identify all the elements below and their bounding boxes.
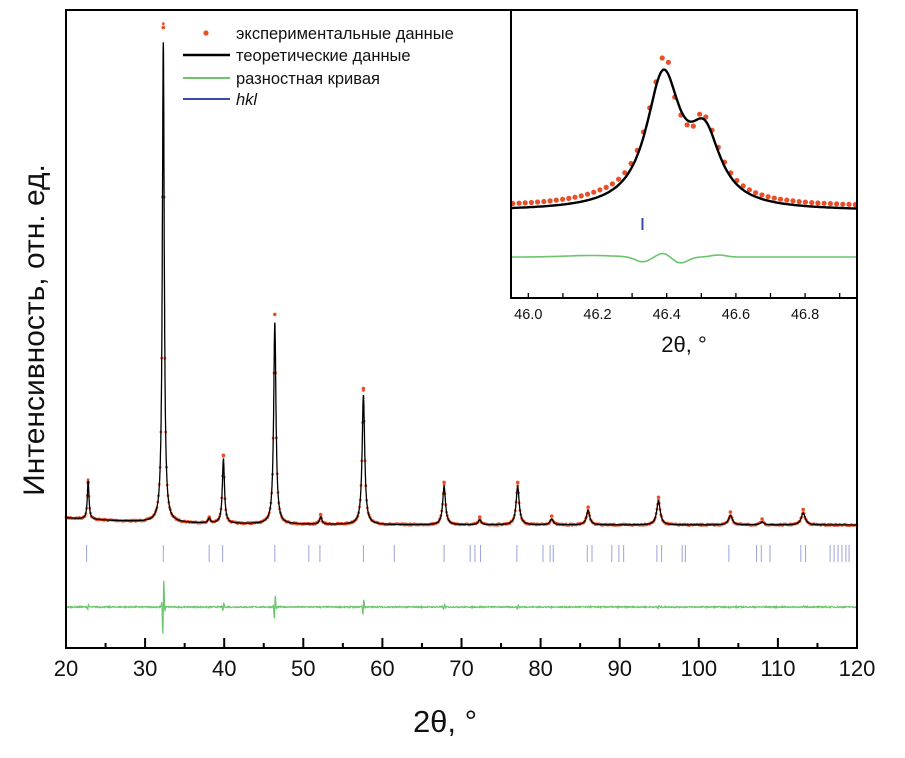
inset-x-tick-label: 46.8: [791, 307, 819, 323]
main-x-axis: 20 30 40 50 60 70 80 90 100 110 120: [54, 638, 876, 681]
x-tick-label: 110: [760, 656, 795, 681]
experimental-point: [765, 194, 771, 200]
legend-marker-experimental: [203, 30, 209, 36]
main-plot: [64, 22, 859, 634]
experimental-point: [697, 111, 703, 117]
inset-frame: [510, 9, 858, 299]
x-tick-label: 80: [528, 656, 552, 681]
experimental-point: [609, 181, 616, 187]
experimental-point: [442, 480, 446, 485]
legend-label-experimental: экспериментальные данные: [236, 25, 454, 43]
experimental-point: [790, 198, 796, 204]
experimental-point: [572, 194, 578, 200]
inset-x-axis-label: 2θ, °: [661, 332, 707, 357]
inset-x-axis: 46.0 46.2 46.4 46.6 46.8: [514, 293, 841, 323]
experimental-point: [560, 196, 566, 202]
calculated-curve: [65, 42, 857, 526]
inset-difference-curve: [511, 252, 857, 264]
experimental-point: [759, 192, 765, 198]
legend-label-hkl: hkl: [236, 91, 258, 109]
experimental-point: [815, 200, 821, 206]
experimental-point: [86, 478, 90, 482]
x-tick-label: 20: [54, 656, 78, 681]
experimental-point: [549, 514, 554, 518]
experimental-point: [840, 201, 846, 207]
experimental-point: [221, 453, 226, 458]
experimental-point: [753, 190, 759, 196]
experimental-point: [516, 200, 522, 206]
x-tick-label: 90: [607, 656, 631, 681]
experimental-point: [777, 196, 784, 202]
experimental-point: [616, 176, 622, 182]
experimental-point: [684, 122, 690, 128]
experimental-point: [784, 197, 790, 203]
experimental-point: [809, 200, 815, 206]
experimental-point: [522, 200, 528, 206]
experimental-point: [584, 191, 591, 197]
experimental-point: [541, 198, 547, 205]
experimental-point: [547, 198, 553, 204]
experimental-point: [821, 200, 827, 206]
experimental-point: [528, 199, 535, 206]
experimental-point: [535, 199, 541, 205]
x-tick-label: 70: [449, 656, 473, 681]
legend-label-difference: разностная кривая: [236, 70, 380, 88]
experimental-point: [760, 517, 764, 521]
experimental-point: [771, 195, 777, 201]
experimental-point: [656, 495, 661, 500]
inset-plot: [510, 55, 858, 264]
experimental-point: [659, 55, 665, 61]
experimental-point: [566, 195, 572, 201]
experimental-point: [597, 187, 603, 193]
difference-curve: [65, 580, 858, 634]
experimental-point: [665, 59, 672, 65]
experimental-point: [690, 123, 696, 129]
experimental-point: [603, 184, 609, 190]
inset-x-tick-label: 46.2: [583, 307, 611, 323]
inset-calculated-curve: [511, 68, 857, 210]
experimental-point: [578, 193, 584, 199]
experimental-point: [622, 170, 628, 176]
experimental-point: [827, 201, 834, 207]
experimental-point: [553, 197, 559, 203]
experimental-point: [801, 507, 805, 512]
experimental-point: [161, 22, 165, 26]
experimental-point: [834, 201, 840, 207]
experimental-point: [318, 512, 323, 517]
main-y-axis-label: Интенсивность, отн. ед.: [18, 164, 51, 496]
experimental-point: [477, 515, 482, 519]
experimental-point: [515, 480, 520, 485]
experimental-point: [586, 505, 590, 510]
experimental-point: [802, 199, 809, 205]
inset-x-tick-label: 46.4: [653, 307, 681, 323]
inset-background: [511, 10, 857, 298]
x-tick-label: 120: [839, 656, 876, 681]
main-x-axis-label: 2θ, °: [413, 704, 477, 739]
inset-x-tick-label: 46.0: [514, 307, 542, 323]
experimental-point: [728, 510, 733, 514]
experimental-point: [746, 187, 753, 193]
x-tick-label: 60: [370, 656, 394, 681]
experimental-point: [161, 25, 166, 30]
legend-label-calculated: теоретические данные: [236, 47, 411, 65]
experimental-point: [796, 199, 802, 205]
x-tick-label: 30: [133, 656, 157, 681]
legend: экспериментальные данные теоретические д…: [183, 25, 454, 109]
experimental-point: [846, 201, 852, 207]
experimental-point: [273, 312, 277, 317]
x-tick-label: 50: [291, 656, 315, 681]
experimental-point: [740, 183, 746, 189]
inset-x-tick-label: 46.6: [722, 307, 750, 323]
x-tick-label: 100: [680, 656, 717, 681]
x-tick-label: 40: [212, 656, 236, 681]
experimental-point: [361, 386, 366, 391]
experimental-point: [591, 189, 597, 195]
